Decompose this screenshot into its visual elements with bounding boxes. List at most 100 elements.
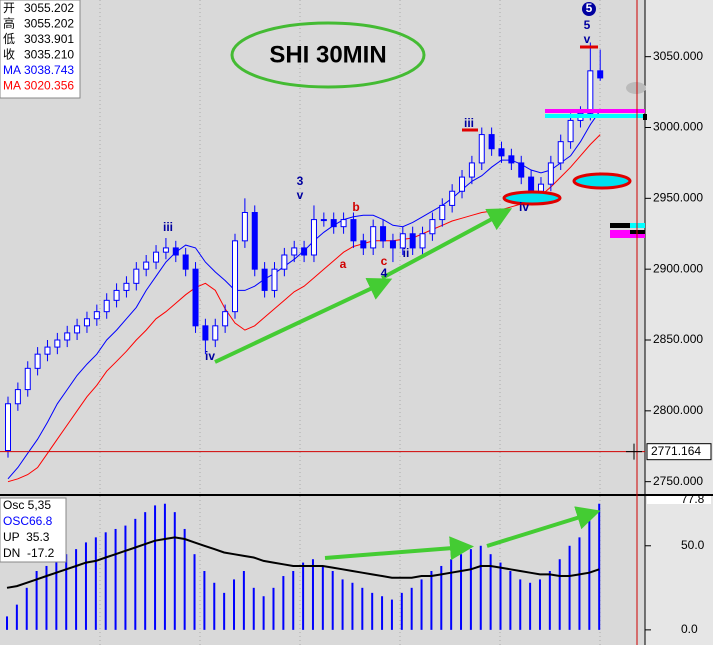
candle-body xyxy=(567,119,574,143)
osc-bar xyxy=(479,545,482,630)
info-value: 3038.743 xyxy=(24,63,74,77)
info-value: 3055.202 xyxy=(24,17,74,31)
candle-body xyxy=(370,226,377,249)
osc-bar xyxy=(469,549,472,630)
info-value: 3020.356 xyxy=(24,79,74,93)
osc-bar xyxy=(410,587,413,630)
candle-body xyxy=(202,325,209,341)
candle-body xyxy=(93,311,100,320)
oscillator-panel: 50.0 0.0 77.8 Osc 5,35 OSC66.8 UP 35.3 DN -17.… xyxy=(0,492,711,636)
osc-bar xyxy=(361,587,364,630)
candle-body xyxy=(547,162,554,185)
info-value: 3055.202 xyxy=(24,1,74,15)
cursor-price-box xyxy=(646,443,712,461)
osc-bar xyxy=(390,599,393,630)
osc-bar xyxy=(114,528,117,630)
osc-bar xyxy=(371,592,374,630)
osc-bar xyxy=(588,520,591,630)
osc-bar xyxy=(558,559,561,630)
wave-label: b xyxy=(352,200,359,214)
candle-body xyxy=(261,268,268,291)
y-tick-label: 50.0 xyxy=(681,538,705,552)
osc-bar xyxy=(65,554,68,630)
y-tick-label: 3000.000 xyxy=(653,120,703,134)
osc-bar xyxy=(124,525,127,630)
candle-body xyxy=(103,299,110,313)
candle-body xyxy=(271,268,278,291)
wave-label: a xyxy=(340,257,347,271)
osc-bar xyxy=(341,579,344,630)
candle-body xyxy=(281,254,288,270)
osc-bar xyxy=(351,582,354,630)
wave-label: iv xyxy=(519,200,529,214)
osc-bar xyxy=(75,549,78,630)
candle-body xyxy=(439,204,446,221)
wave-label: v xyxy=(584,32,591,46)
info-label: MA xyxy=(3,63,21,77)
candle-body xyxy=(5,403,11,451)
osc-bar xyxy=(84,542,87,630)
title-ellipse xyxy=(230,21,426,89)
candle-body xyxy=(123,282,130,291)
osc-info: DN -17.2 xyxy=(3,546,55,560)
candle-body xyxy=(459,176,466,192)
candle-body xyxy=(64,332,71,341)
wave-label: ii xyxy=(403,246,410,260)
candle-body xyxy=(508,155,515,164)
candle-body xyxy=(133,268,140,284)
wave-label: 5 xyxy=(586,1,593,15)
y-tick-label: 3050.000 xyxy=(653,49,703,63)
osc-bar xyxy=(400,592,403,630)
osc-bar xyxy=(598,503,601,630)
chart-title: SHI 30MIN xyxy=(269,41,386,68)
osc-info-box xyxy=(0,497,67,563)
info-label: 低 xyxy=(3,32,15,46)
wave-circle xyxy=(582,2,596,16)
candle-body xyxy=(83,318,90,327)
candle-body xyxy=(449,190,456,206)
wave-label: 4 xyxy=(381,266,388,280)
osc-bar xyxy=(6,616,8,630)
candle-body xyxy=(478,134,485,164)
osc-bar xyxy=(252,587,255,630)
candle-body xyxy=(241,212,248,242)
osc-bar xyxy=(489,554,492,630)
candle-body xyxy=(44,346,51,355)
osc-bar xyxy=(173,512,176,630)
y-tick-label: 2950.000 xyxy=(653,191,703,205)
candle-body xyxy=(409,233,416,249)
osc-bar xyxy=(282,576,285,630)
current-value: 77.8 xyxy=(681,492,705,506)
candle-body xyxy=(429,219,436,235)
candle-body xyxy=(301,247,308,256)
y-tick-label: 2800.000 xyxy=(653,403,703,417)
candle-body xyxy=(162,247,169,253)
info-label: 开 xyxy=(3,1,15,15)
wave-label: iii xyxy=(464,116,474,130)
candle-body xyxy=(113,289,120,301)
osc-bar xyxy=(262,596,265,630)
osc-bar xyxy=(548,571,551,630)
candle-body xyxy=(488,134,495,150)
osc-bar xyxy=(321,565,324,630)
osc-bar xyxy=(292,571,295,630)
candle-body xyxy=(380,226,387,242)
osc-line xyxy=(6,536,600,589)
current-box xyxy=(647,496,711,504)
candle-body xyxy=(192,268,199,327)
osc-bar xyxy=(331,571,334,630)
candle-body xyxy=(518,162,525,178)
wave-label: c xyxy=(381,254,388,268)
wave-label: 5 xyxy=(584,18,591,32)
osc-bar xyxy=(25,587,28,630)
candle-body xyxy=(34,353,41,369)
candle-body xyxy=(212,325,219,341)
candle-body xyxy=(74,325,81,334)
y-tick-label: 2750.000 xyxy=(653,474,703,488)
candle-body xyxy=(182,254,189,270)
price-panel: 3050.000 3000.000 2950.000 2900.000 2850.000… xyxy=(5,42,703,488)
osc-bar xyxy=(420,579,423,630)
osc-bar xyxy=(302,562,305,630)
candle-body xyxy=(399,233,406,249)
